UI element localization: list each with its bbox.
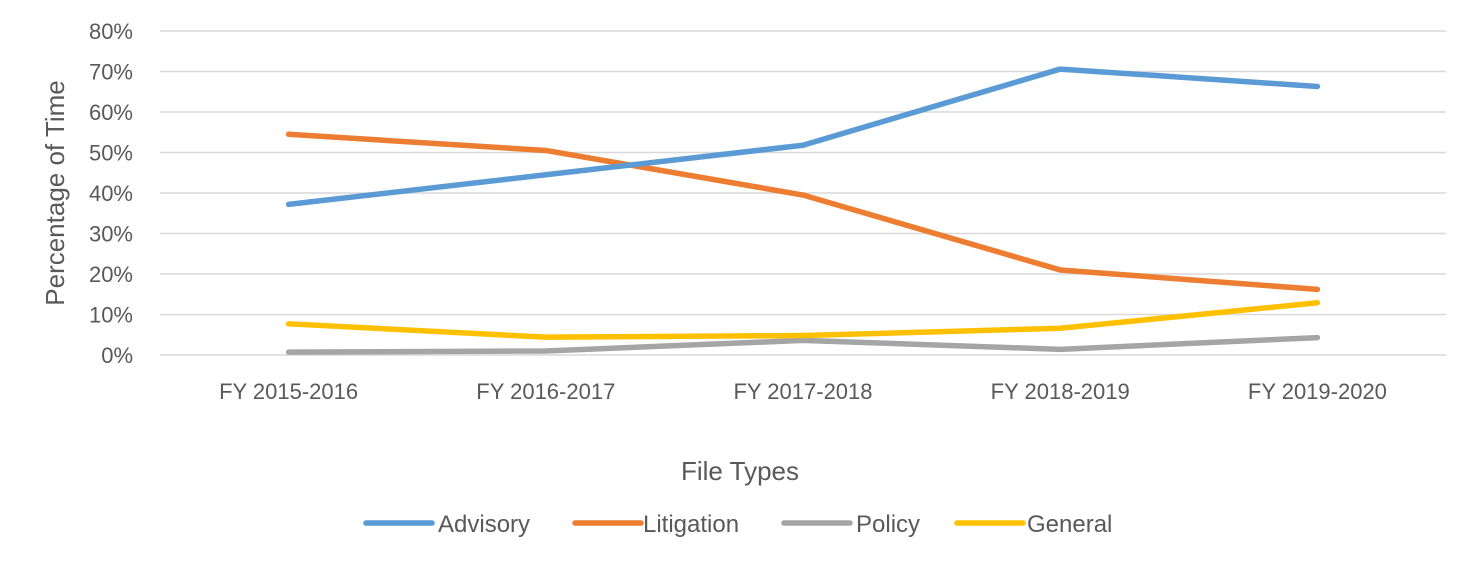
y-tick-label: 10% (89, 303, 133, 328)
series-line-general (285, 300, 1321, 340)
x-tick-label: FY 2019-2020 (1248, 379, 1387, 404)
y-tick-label: 70% (89, 60, 133, 85)
x-tick-label: FY 2017-2018 (733, 379, 872, 404)
series-line-litigation (285, 131, 1321, 293)
y-axis-title: Percentage of Time (40, 80, 70, 305)
legend-label-general: General (1027, 511, 1112, 538)
y-tick-label: 40% (89, 181, 133, 206)
x-tick-label: FY 2016-2017 (476, 379, 615, 404)
legend-label-advisory: Advisory (438, 511, 530, 538)
y-tick-label: 80% (89, 19, 133, 44)
y-tick-label: 0% (101, 343, 133, 368)
series-line-policy (285, 334, 1321, 355)
legend-label-policy: Policy (856, 511, 920, 538)
series-lines (285, 66, 1321, 355)
legend-label-litigation: Litigation (643, 511, 739, 538)
y-tick-label: 60% (89, 100, 133, 125)
x-axis-ticks: FY 2015-2016 FY 2016-2017 FY 2017-2018 FY 2… (219, 379, 1387, 404)
series-line-advisory (285, 66, 1321, 208)
y-tick-label: 30% (89, 222, 133, 247)
legend: Advisory Litigation Policy General (363, 511, 1112, 538)
y-axis-ticks: 0% 10% 20% 30% 40% 50% 60% 70% 80% (89, 19, 133, 368)
y-tick-label: 20% (89, 262, 133, 287)
x-axis-title: File Types (681, 456, 799, 486)
x-tick-label: FY 2018-2019 (991, 379, 1130, 404)
x-tick-label: FY 2015-2016 (219, 379, 358, 404)
y-tick-label: 50% (89, 141, 133, 166)
